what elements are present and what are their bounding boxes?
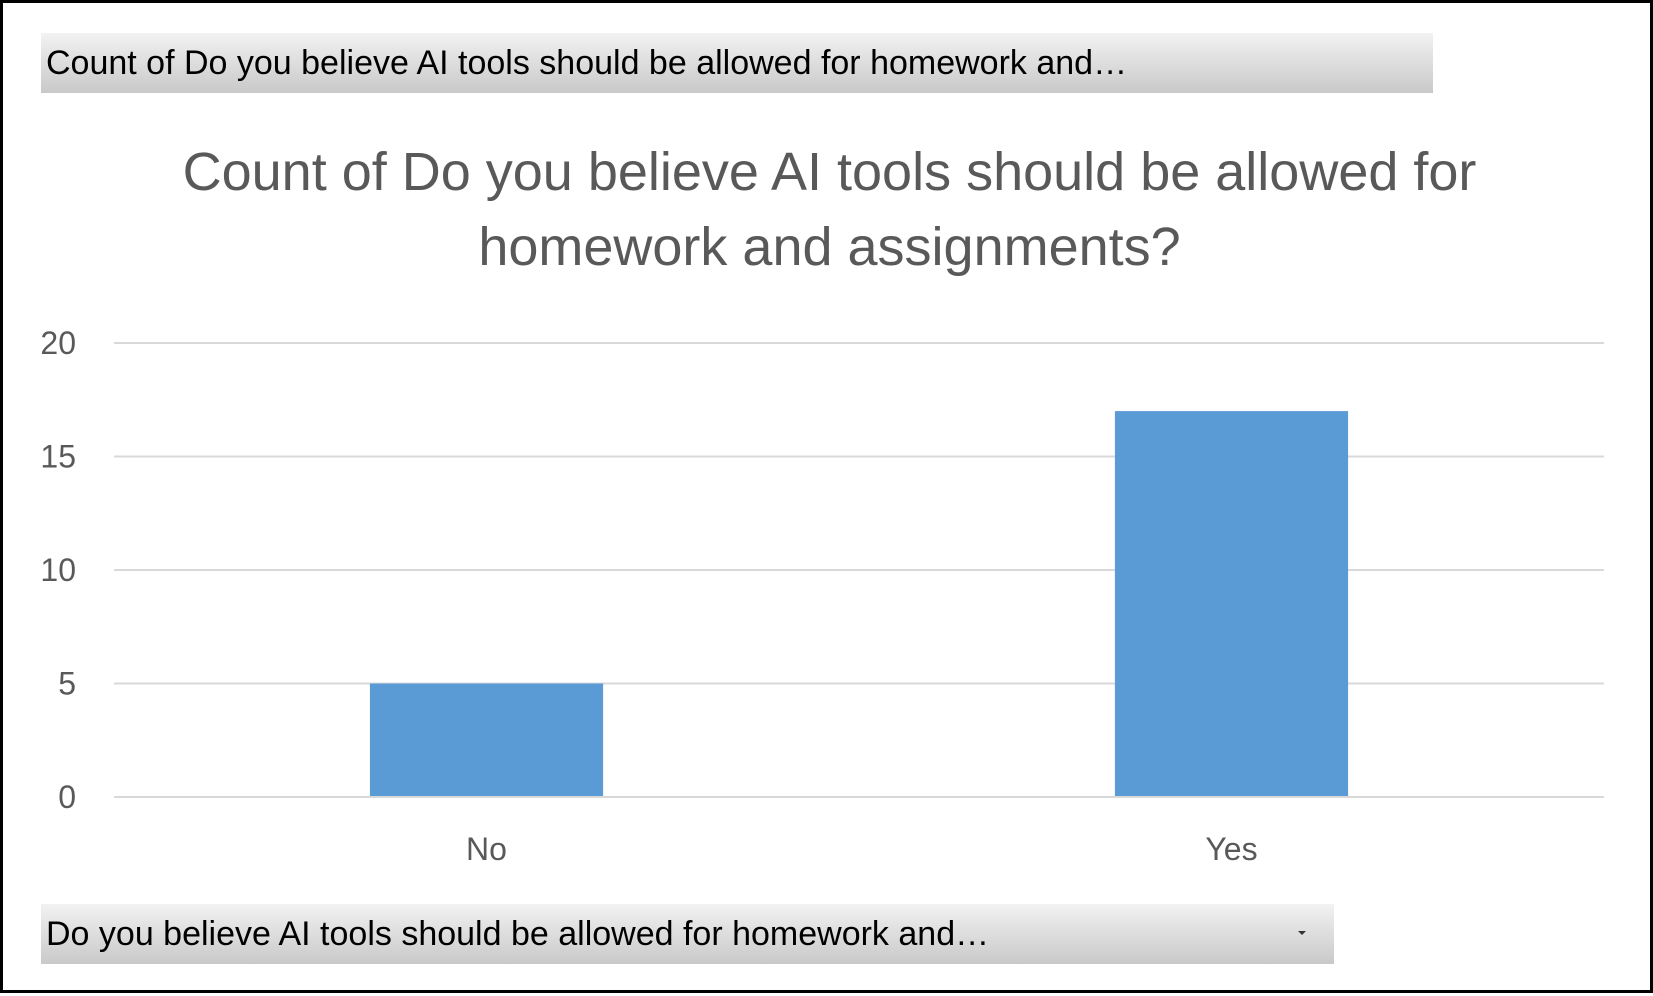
- y-tick-label: 15: [40, 439, 76, 475]
- axis-field-button[interactable]: Do you believe AI tools should be allowe…: [41, 904, 1334, 964]
- x-tick-label-no: No: [466, 831, 507, 867]
- y-tick-label: 20: [40, 325, 76, 361]
- plot-area: 0 5 10 15 20 No Yes: [40, 325, 1604, 867]
- x-tick-label-yes: Yes: [1205, 831, 1257, 867]
- chevron-down-icon[interactable]: [1298, 931, 1306, 935]
- axis-field-label: Do you believe AI tools should be allowe…: [46, 915, 990, 953]
- y-tick-label: 5: [58, 666, 76, 702]
- values-field-button[interactable]: Count of Do you believe AI tools should …: [41, 33, 1433, 93]
- values-field-label: Count of Do you believe AI tools should …: [46, 44, 1128, 82]
- bar-yes[interactable]: [1114, 411, 1349, 796]
- y-tick-label: 10: [40, 552, 76, 588]
- chart-title: Count of Do you believe AI tools should …: [182, 142, 1477, 277]
- y-tick-label: 0: [58, 779, 76, 815]
- bar-no[interactable]: [369, 683, 604, 797]
